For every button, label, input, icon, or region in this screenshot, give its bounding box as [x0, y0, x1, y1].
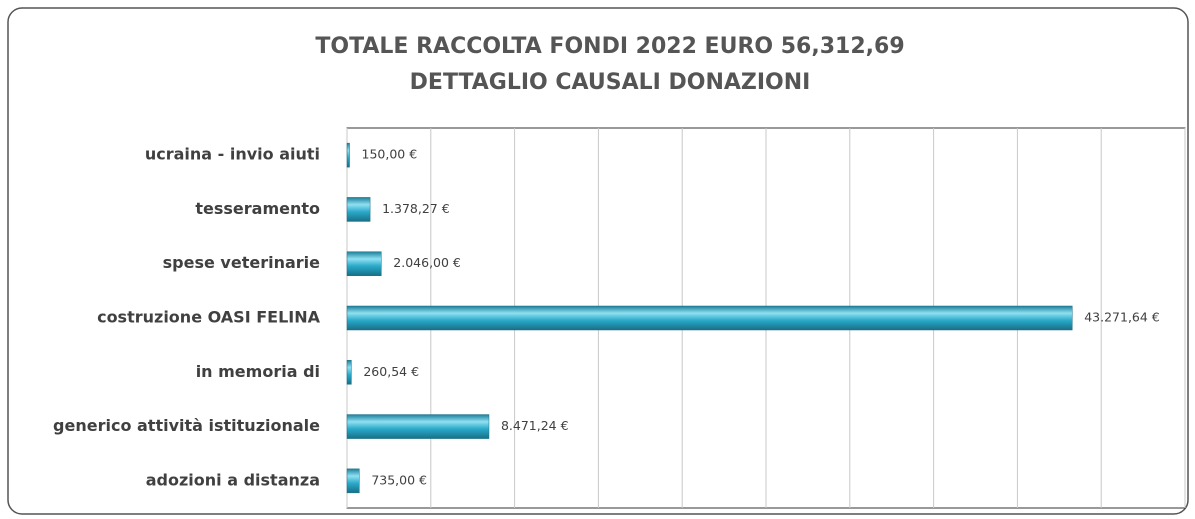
y-tick-label: tesseramento [195, 199, 320, 218]
y-tick-label: costruzione OASI FELINA [97, 308, 321, 327]
value-label: 150,00 € [362, 147, 418, 162]
bar [346, 305, 1073, 331]
bar [346, 142, 350, 168]
bar [346, 360, 352, 385]
value-label: 2.046,00 € [393, 255, 461, 270]
value-label: 260,54 € [363, 364, 419, 379]
value-label: 8.471,24 € [501, 418, 569, 433]
y-tick-label: generico attività istituzionale [53, 416, 320, 435]
value-label: 43.271,64 € [1084, 310, 1160, 325]
chart-subtitle: DETTAGLIO CAUSALI DONAZIONI [410, 70, 811, 95]
chart-title: TOTALE RACCOLTA FONDI 2022 EURO 56,312,6… [315, 34, 904, 59]
bar [346, 251, 382, 276]
y-tick-label: spese veterinarie [163, 253, 320, 272]
y-tick-label: in memoria di [196, 362, 320, 381]
bar [346, 414, 490, 439]
bar [346, 197, 371, 222]
value-label: 735,00 € [371, 472, 427, 487]
y-tick-label: adozioni a distanza [146, 470, 320, 489]
bar [346, 468, 360, 494]
y-tick-label: ucraina - invio aiuti [145, 145, 320, 164]
value-label: 1.378,27 € [382, 201, 450, 216]
